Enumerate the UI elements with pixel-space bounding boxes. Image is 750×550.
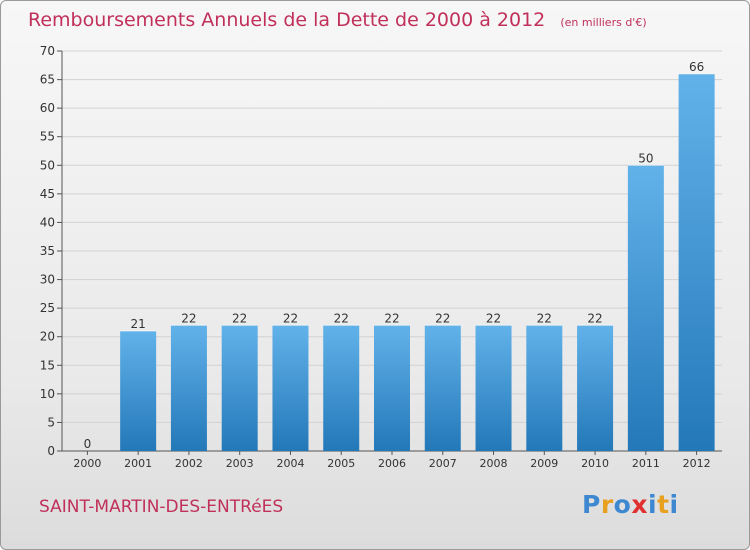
x-tick-label: 2000 (73, 457, 101, 470)
y-tick-label: 70 (40, 44, 55, 58)
y-tick-label: 15 (40, 358, 55, 372)
data-label: 22 (232, 311, 247, 325)
x-tick-label: 2007 (429, 457, 457, 470)
data-label: 22 (537, 311, 552, 325)
y-tick-label: 20 (40, 330, 55, 344)
x-tick-label: 2004 (276, 457, 304, 470)
y-tick-label: 40 (40, 215, 55, 229)
data-label: 22 (334, 311, 349, 325)
x-tick-label: 2001 (124, 457, 152, 470)
y-tick-label: 0 (47, 444, 55, 458)
logo-letter: i (648, 490, 658, 519)
chart-unit-note: (en milliers d'€) (560, 16, 647, 29)
bar (526, 325, 563, 451)
data-label: 0 (84, 437, 92, 451)
bar (374, 325, 410, 451)
data-label: 21 (131, 317, 146, 331)
logo-letter: i (669, 490, 679, 519)
y-tick-label: 65 (40, 73, 55, 87)
bar (120, 331, 157, 451)
y-tick-label: 50 (40, 158, 55, 172)
y-tick-label: 35 (40, 244, 55, 258)
bar (170, 325, 207, 451)
logo-letter: t (657, 490, 670, 519)
x-tick-label: 2009 (530, 457, 558, 470)
x-tick-label: 2003 (226, 457, 254, 470)
data-label: 22 (283, 311, 298, 325)
y-tick-label: 10 (40, 387, 55, 401)
bar (221, 325, 258, 451)
logo-letter: r (600, 490, 614, 519)
logo-letter: P (582, 490, 601, 519)
y-tick-label: 25 (40, 301, 55, 315)
bar (577, 325, 614, 451)
logo-letter: o (613, 490, 632, 519)
y-tick-label: 45 (40, 187, 55, 201)
proxiti-logo: Proxiti (582, 490, 679, 519)
bar (678, 73, 715, 451)
commune-name: SAINT-MARTIN-DES-ENTRéES (39, 497, 284, 517)
x-tick-label: 2010 (581, 457, 609, 470)
chart-title: Remboursements Annuels de la Dette de 20… (28, 9, 546, 31)
chart-title-block: Remboursements Annuels de la Dette de 20… (28, 9, 647, 31)
bar (627, 165, 664, 452)
y-tick-label: 55 (40, 130, 55, 144)
data-label: 50 (638, 151, 653, 165)
bar (272, 325, 309, 451)
data-label: 66 (689, 60, 704, 74)
x-tick-label: 2006 (378, 457, 406, 470)
y-tick-label: 5 (47, 415, 55, 429)
data-label: 22 (435, 311, 450, 325)
x-tick-label: 2002 (175, 457, 203, 470)
x-tick-label: 2011 (632, 457, 660, 470)
x-tick-label: 2005 (327, 457, 355, 470)
bar (323, 325, 360, 451)
data-label: 22 (384, 311, 399, 325)
logo-letter: x (631, 490, 648, 519)
data-label: 22 (486, 311, 501, 325)
y-tick-label: 60 (40, 101, 55, 115)
x-tick-label: 2008 (480, 457, 508, 470)
data-label: 22 (587, 311, 602, 325)
bar (475, 325, 512, 451)
data-label: 22 (181, 311, 196, 325)
bar (424, 325, 461, 451)
x-tick-label: 2012 (683, 457, 711, 470)
y-tick-label: 30 (40, 273, 55, 287)
